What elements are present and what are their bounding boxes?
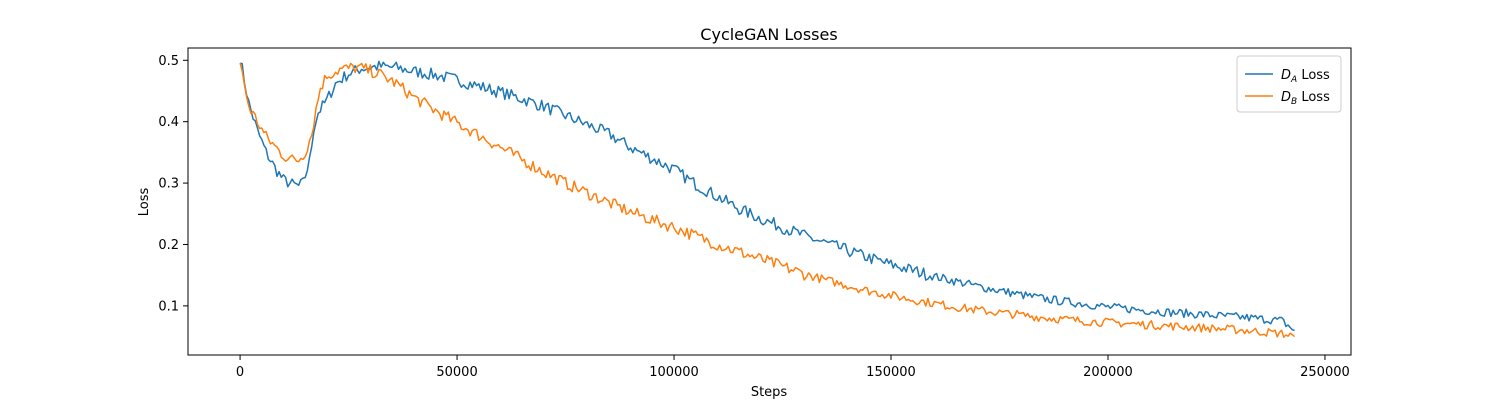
legend-box bbox=[1236, 55, 1342, 113]
x-tick-label: 0 bbox=[236, 365, 244, 380]
x-tick-label: 250000 bbox=[1300, 365, 1350, 380]
legend-entry: DA Loss bbox=[1281, 68, 1330, 85]
y-tick-label: 0.5 bbox=[158, 54, 179, 69]
x-axis-label: Steps bbox=[751, 385, 788, 400]
x-tick-label: 150000 bbox=[866, 365, 916, 380]
y-axis: 0.1 0.2 0.3 0.4 0.5 bbox=[158, 54, 188, 314]
y-tick-label: 0.4 bbox=[158, 115, 179, 130]
y-axis-label: Loss bbox=[137, 188, 152, 217]
chart-title: CycleGAN Losses bbox=[700, 25, 837, 44]
y-tick-label: 0.3 bbox=[158, 177, 179, 192]
x-tick-label: 50000 bbox=[436, 365, 477, 380]
y-tick-label: 0.1 bbox=[158, 299, 179, 314]
x-axis: 0 50000 100000 150000 200000 250000 bbox=[236, 355, 1350, 380]
series-line-da bbox=[239, 60, 1295, 332]
series-layer bbox=[239, 60, 1296, 338]
x-tick-label: 100000 bbox=[649, 365, 699, 380]
legend-entry: DB Loss bbox=[1281, 90, 1330, 107]
legend: DA Loss DB Loss bbox=[1236, 55, 1342, 113]
series-line-db bbox=[239, 62, 1296, 338]
x-tick-label: 200000 bbox=[1083, 365, 1133, 380]
plot-frame bbox=[187, 47, 1352, 356]
y-tick-label: 0.2 bbox=[158, 238, 179, 253]
